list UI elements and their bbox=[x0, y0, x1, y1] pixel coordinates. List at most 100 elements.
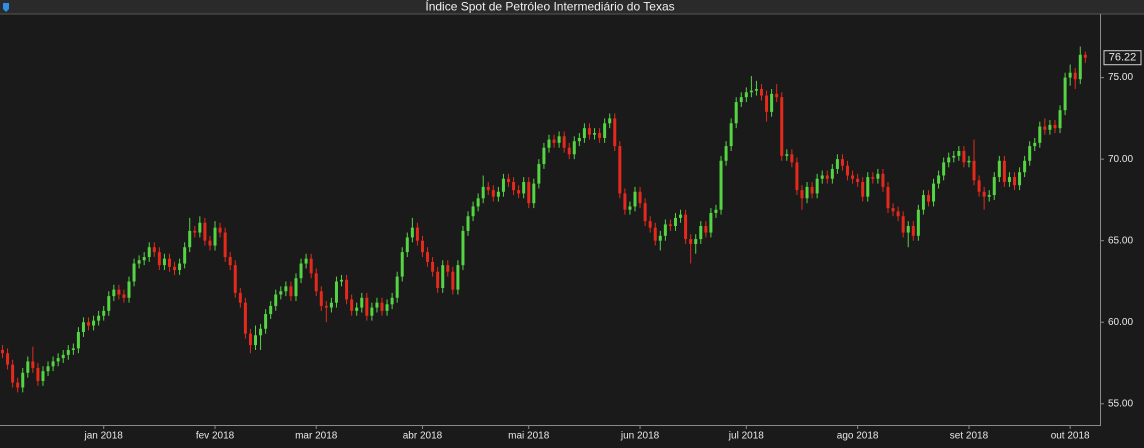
candle-body bbox=[365, 297, 369, 316]
candle-body bbox=[446, 265, 450, 272]
candle-body bbox=[350, 299, 354, 311]
candle-body bbox=[825, 175, 829, 179]
candle-body bbox=[193, 230, 197, 233]
candle-body bbox=[31, 361, 35, 368]
candle-body bbox=[441, 265, 445, 288]
candle-body bbox=[800, 190, 804, 199]
candle-body bbox=[537, 164, 541, 184]
candle-body bbox=[582, 128, 586, 138]
candle-body bbox=[830, 168, 834, 179]
candle-body bbox=[76, 332, 80, 349]
candle-body bbox=[137, 260, 141, 264]
candle-body bbox=[739, 97, 743, 103]
candle-body bbox=[66, 349, 70, 355]
candle-body bbox=[775, 93, 779, 98]
x-tick-label: mar 2018 bbox=[295, 431, 338, 442]
candle-body bbox=[380, 302, 384, 311]
candle-body bbox=[456, 265, 460, 290]
candle-body bbox=[552, 139, 556, 143]
candle-body bbox=[987, 195, 991, 197]
candle-body bbox=[1053, 124, 1057, 129]
candle-body bbox=[638, 191, 642, 204]
candle-body bbox=[451, 271, 455, 290]
candle-body bbox=[491, 190, 495, 197]
candle-body bbox=[112, 289, 116, 297]
y-tick-label: 75.00 bbox=[1108, 72, 1133, 83]
candle-body bbox=[673, 217, 677, 227]
candle-body bbox=[162, 258, 166, 266]
candle-body bbox=[992, 177, 996, 196]
candle-body bbox=[431, 261, 435, 272]
candle-body bbox=[471, 206, 475, 217]
candle-body bbox=[304, 258, 308, 264]
candle-body bbox=[598, 133, 602, 138]
candle-body bbox=[820, 175, 824, 179]
candle-body bbox=[507, 178, 510, 182]
candle-body bbox=[1058, 110, 1062, 129]
candle-body bbox=[643, 203, 647, 222]
candle-body bbox=[901, 216, 905, 233]
candle-body bbox=[840, 159, 844, 166]
candle-body bbox=[512, 181, 516, 191]
candle-body bbox=[370, 307, 374, 316]
candle-body bbox=[734, 102, 738, 124]
candle-body bbox=[1007, 177, 1011, 182]
x-tick-label: set 2018 bbox=[950, 431, 989, 442]
candle-body bbox=[87, 322, 91, 326]
candle-body bbox=[866, 177, 870, 197]
candle-body bbox=[46, 366, 50, 372]
candle-body bbox=[1, 349, 4, 354]
candle-body bbox=[152, 247, 156, 253]
candle-body bbox=[891, 208, 895, 212]
candle-body bbox=[415, 227, 419, 241]
candle-body bbox=[340, 279, 344, 282]
y-tick-label: 60.00 bbox=[1108, 317, 1133, 328]
candle-body bbox=[790, 154, 794, 163]
candle-body bbox=[213, 227, 217, 246]
candle-body bbox=[1013, 177, 1016, 186]
candle-body bbox=[400, 252, 404, 277]
candle-body bbox=[633, 191, 637, 207]
x-tick-label: abr 2018 bbox=[403, 431, 443, 442]
candle-body bbox=[92, 320, 96, 326]
menu-icon[interactable] bbox=[3, 3, 9, 12]
candle-body bbox=[501, 178, 505, 192]
candle-body bbox=[542, 147, 546, 165]
candle-body bbox=[835, 159, 839, 169]
x-tick-label: fev 2018 bbox=[196, 431, 235, 442]
candle-body bbox=[851, 175, 855, 179]
candle-body bbox=[1043, 126, 1047, 130]
candle-body bbox=[319, 291, 323, 306]
candle-body bbox=[390, 297, 394, 305]
candle-body bbox=[522, 181, 526, 194]
candle-body bbox=[532, 183, 536, 204]
candle-body bbox=[770, 93, 774, 112]
candle-body bbox=[238, 292, 242, 303]
candle-body bbox=[1023, 160, 1027, 173]
candle-body bbox=[284, 286, 288, 292]
candle-body bbox=[754, 89, 758, 91]
candle-body bbox=[355, 307, 359, 311]
candle-body bbox=[385, 304, 389, 311]
candle-body bbox=[71, 348, 75, 350]
candle-body bbox=[16, 382, 20, 388]
candle-body bbox=[871, 177, 875, 179]
candle-body bbox=[223, 232, 227, 258]
candle-body bbox=[476, 198, 480, 207]
candle-body bbox=[97, 315, 101, 321]
candle-body bbox=[436, 271, 440, 288]
candle-body bbox=[562, 136, 566, 148]
candle-body bbox=[1038, 126, 1042, 143]
candle-body bbox=[760, 89, 763, 96]
candle-body bbox=[461, 230, 465, 266]
candle-body bbox=[1018, 172, 1022, 186]
candle-body bbox=[248, 333, 252, 346]
candle-body bbox=[911, 226, 915, 236]
candle-body bbox=[972, 160, 976, 181]
candle-body bbox=[815, 178, 819, 194]
candle-body bbox=[375, 302, 379, 308]
candle-body bbox=[608, 118, 612, 124]
